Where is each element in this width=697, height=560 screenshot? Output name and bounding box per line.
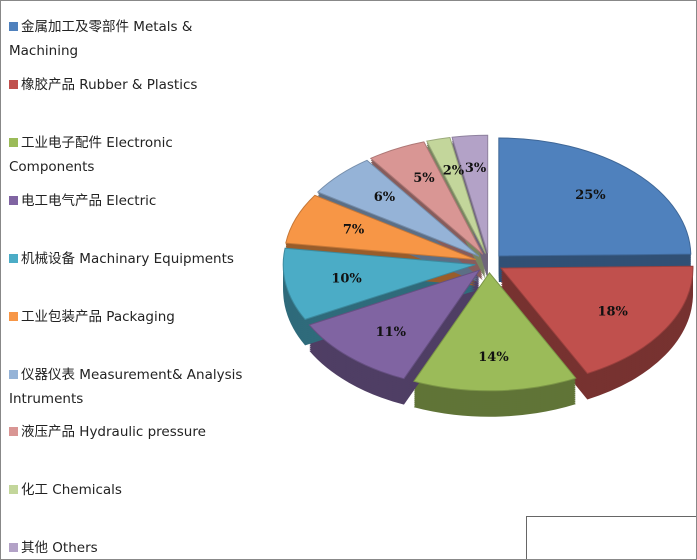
data-label: 10% bbox=[331, 272, 362, 287]
legend-label: 电工电气产品 Electric bbox=[21, 193, 157, 209]
legend-label: 机械设备 Machinary Equipments bbox=[21, 251, 234, 267]
legend-label: 化工 Chemicals bbox=[21, 482, 122, 498]
slice-labels: 25% 18% 14% 11% 10% 7% 6% 5% 2% 3% bbox=[331, 161, 628, 365]
slice bbox=[282, 247, 476, 320]
slice-tops bbox=[282, 134, 694, 392]
data-label: 2% bbox=[443, 164, 465, 179]
frame bbox=[526, 516, 696, 559]
legend-swatch bbox=[9, 138, 18, 147]
legend-swatch bbox=[9, 196, 18, 205]
data-label: 11% bbox=[376, 325, 407, 340]
legend-item: 机械设备 Machinary Equipments bbox=[9, 247, 259, 271]
legend-swatch bbox=[9, 370, 18, 379]
legend-item: 电工电气产品 Electric bbox=[9, 189, 259, 213]
legend-swatch bbox=[9, 485, 18, 494]
data-label: 25% bbox=[575, 188, 606, 203]
legend-label: 橡胶产品 Rubber & Plastics bbox=[21, 77, 198, 93]
legend-swatch bbox=[9, 254, 18, 263]
slice bbox=[426, 137, 487, 254]
legend-item: 橡胶产品 Rubber & Plastics bbox=[9, 73, 259, 97]
slice bbox=[316, 159, 480, 257]
slice bbox=[369, 141, 484, 255]
data-label: 3% bbox=[465, 161, 487, 176]
legend-swatch bbox=[9, 22, 18, 31]
legend-item: 金属加工及零部件 Metals & Machining bbox=[9, 15, 259, 63]
legend-label: 仪器仪表 Measurement& Analysis Intruments bbox=[9, 367, 243, 407]
legend-item: 液压产品 Hydraulic pressure bbox=[9, 420, 259, 444]
data-label: 18% bbox=[597, 305, 628, 320]
legend-swatch bbox=[9, 312, 18, 321]
slice bbox=[413, 271, 577, 392]
legend-swatch bbox=[9, 543, 18, 552]
legend-label: 工业包装产品 Packaging bbox=[21, 309, 175, 325]
data-label: 6% bbox=[374, 190, 396, 205]
data-label: 7% bbox=[343, 222, 365, 237]
legend-item: 化工 Chemicals bbox=[9, 478, 259, 502]
data-label: 14% bbox=[478, 350, 509, 365]
slice bbox=[308, 269, 481, 380]
legend-label: 液压产品 Hydraulic pressure bbox=[21, 424, 206, 440]
legend-item: 工业电子配件 Electronic Components bbox=[9, 131, 259, 179]
legend-label: 其他 Others bbox=[21, 540, 98, 556]
legend-label: 金属加工及零部件 Metals & Machining bbox=[9, 19, 193, 59]
slice bbox=[498, 137, 692, 257]
legend-swatch bbox=[9, 80, 18, 89]
slice bbox=[499, 265, 694, 375]
legend-item: 仪器仪表 Measurement& Analysis Intruments bbox=[9, 363, 259, 411]
legend-item: 其他 Others bbox=[9, 536, 259, 559]
slice bbox=[285, 194, 477, 261]
legend-label: 工业电子配件 Electronic Components bbox=[9, 135, 173, 175]
slice bbox=[451, 134, 489, 254]
data-label: 5% bbox=[413, 171, 435, 186]
legend-item: 工业包装产品 Packaging bbox=[9, 305, 259, 329]
legend-swatch bbox=[9, 427, 18, 436]
